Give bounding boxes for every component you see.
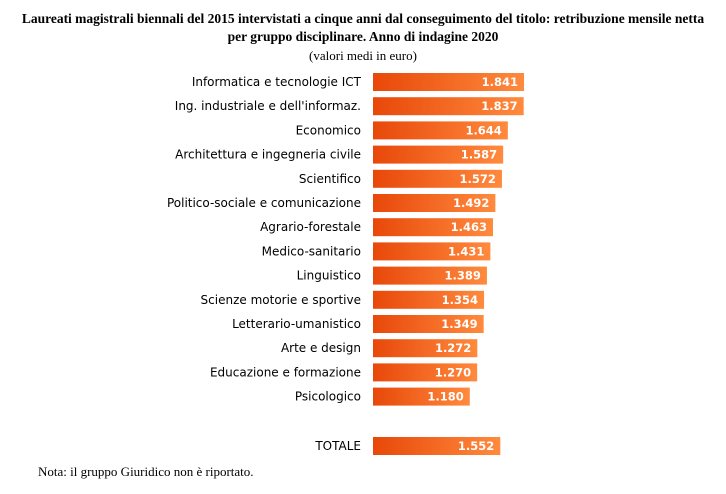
data-label: 1.644: [465, 123, 501, 137]
data-label: 1.837: [481, 99, 517, 113]
bar: [373, 97, 524, 116]
category-label: Economico: [296, 123, 361, 137]
bar: [373, 242, 491, 261]
footnote: Nota: il gruppo Giuridico non è riportat…: [38, 464, 254, 479]
bar: [373, 266, 487, 285]
category-label: Informatica e tecnologie ICT: [192, 75, 362, 89]
bar: [373, 169, 502, 188]
category-label: Agrario-forestale: [260, 220, 361, 234]
bar: [373, 387, 470, 406]
data-label: 1.180: [427, 390, 463, 404]
chart-title: Laureati magistrali biennali del 2015 in…: [21, 11, 705, 44]
category-label: Letterario-umanistico: [232, 317, 361, 331]
data-label: 1.349: [441, 317, 477, 331]
bar: [373, 218, 493, 237]
bar: [373, 315, 484, 333]
category-label: TOTALE: [314, 439, 361, 453]
data-label: 1.431: [448, 244, 484, 258]
category-label: Architettura e ingegneria civile: [175, 148, 361, 162]
bar: [373, 73, 524, 91]
bar: [373, 194, 496, 212]
bar: [373, 121, 508, 140]
data-label: 1.841: [482, 75, 518, 89]
category-label: Politico-sociale e comunicazione: [167, 196, 361, 210]
data-label: 1.492: [453, 196, 489, 210]
bar: [373, 339, 478, 358]
data-label: 1.389: [445, 269, 481, 283]
category-label: Medico-sanitario: [262, 244, 361, 258]
data-label: 1.587: [461, 148, 497, 162]
bar: [373, 437, 501, 455]
bar: [373, 363, 478, 382]
category-label: Linguistico: [297, 269, 361, 283]
category-label: Arte e design: [281, 341, 361, 355]
data-label: 1.463: [451, 220, 487, 234]
category-label: Scientifico: [299, 172, 361, 186]
data-label: 1.272: [435, 341, 471, 355]
data-label: 1.270: [435, 365, 471, 379]
data-label: 1.552: [458, 439, 494, 453]
data-label: 1.572: [460, 172, 496, 186]
category-label: Psicologico: [295, 390, 361, 404]
category-label: Educazione e formazione: [210, 365, 361, 379]
bar: [373, 145, 504, 164]
bar: [373, 290, 485, 309]
category-label: Scienze motorie e sportive: [201, 293, 361, 307]
category-label: Ing. industriale e dell'informaz.: [175, 99, 361, 113]
chart-subtitle: (valori medi in euro): [309, 48, 417, 63]
data-label: 1.354: [442, 293, 478, 307]
